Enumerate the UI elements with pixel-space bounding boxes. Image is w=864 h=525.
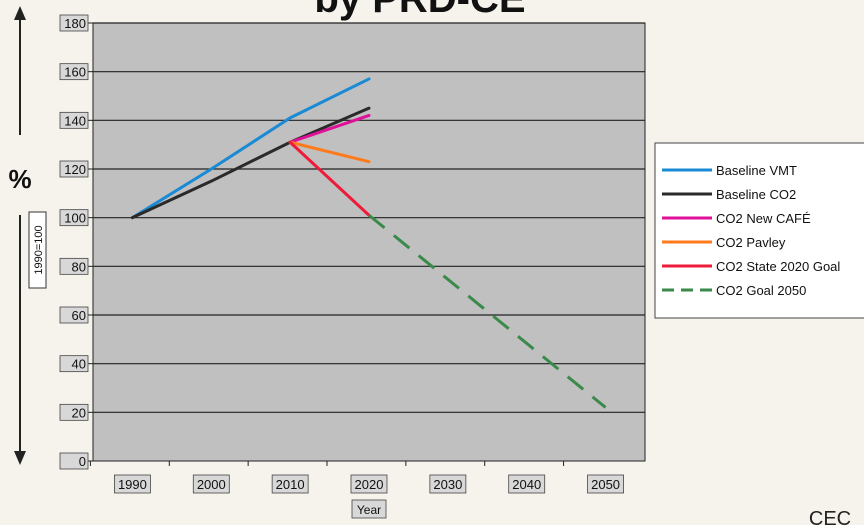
x-tick-label: 2020 (355, 477, 384, 492)
gridlines (88, 22, 645, 462)
x-tick-box (114, 474, 151, 494)
legend-label: CO2 New CAFÉ (716, 211, 811, 226)
y-tick-box (59, 452, 89, 470)
y-tick-label: 180 (64, 16, 86, 31)
series-line-2 (288, 113, 371, 144)
series-line-5 (368, 214, 607, 409)
y-tick-box (59, 63, 89, 81)
legend: Baseline VMT Baseline CO2 CO2 New CAFÉ CO2 … (662, 163, 840, 298)
x-tick-labels: 1990 2000 2010 2020 2030 2040 2050 (89, 461, 624, 494)
x-tick-label: 1990 (118, 477, 147, 492)
y-tick-label: 0 (79, 454, 86, 469)
legend-label: Baseline VMT (716, 163, 797, 178)
legend-label: CO2 Goal 2050 (716, 283, 806, 298)
y-tick-label: 20 (72, 405, 86, 420)
y-axis-note: 1990=100 (33, 225, 45, 274)
x-tick-box (271, 474, 309, 494)
legend-label: Baseline CO2 (716, 187, 796, 202)
y-tick-label: 160 (64, 65, 86, 80)
y-tick-label: 80 (72, 259, 86, 274)
y-tick-label: 140 (64, 113, 86, 128)
x-tick-box (508, 474, 546, 494)
y-tick-labels: 0 20 40 60 80 100 120 140 160 180 (59, 14, 89, 470)
y-tick-box (59, 111, 89, 129)
x-tick-box (350, 474, 388, 494)
legend-label: CO2 Pavley (716, 235, 786, 250)
y-tick-label: 60 (72, 308, 86, 323)
y-tick-box (59, 306, 89, 324)
plot-area (92, 22, 646, 462)
x-axis-label: Year (357, 503, 381, 517)
x-tick-box (429, 474, 467, 494)
x-tick-label: 2000 (197, 477, 226, 492)
y-tick-label: 100 (64, 211, 86, 226)
y-tick-box (59, 403, 89, 421)
y-arrow-down-head (14, 451, 26, 465)
y-tick-box (59, 355, 89, 373)
y-tick-label: 120 (64, 162, 86, 177)
y-arrow-up-head (14, 6, 26, 20)
y-axis-note-box (28, 211, 47, 289)
chart-title: by PRD-CE (314, 0, 525, 21)
series-line-0 (130, 77, 371, 220)
y-axis-label: % (8, 164, 31, 194)
legend-label: CO2 State 2020 Goal (716, 259, 840, 274)
series-line-4 (288, 140, 371, 217)
y-tick-box (59, 14, 89, 32)
x-axis-label-box (351, 499, 387, 519)
x-tick-label: 2030 (433, 477, 462, 492)
x-tick-box (192, 474, 230, 494)
x-tick-label: 2040 (512, 477, 541, 492)
y-tick-label: 40 (72, 357, 86, 372)
x-tick-label: 2050 (591, 477, 620, 492)
x-tick-box (587, 474, 624, 494)
series-lines (130, 77, 607, 409)
series-line-1 (130, 106, 371, 220)
series-line-3 (288, 140, 371, 164)
x-tick-label: 2010 (276, 477, 305, 492)
y-tick-box (59, 209, 89, 227)
y-tick-box (59, 257, 89, 275)
footer-text: CEC (809, 508, 851, 525)
y-axis-label-group: % 1990=100 (8, 6, 47, 465)
y-tick-box (59, 160, 89, 178)
